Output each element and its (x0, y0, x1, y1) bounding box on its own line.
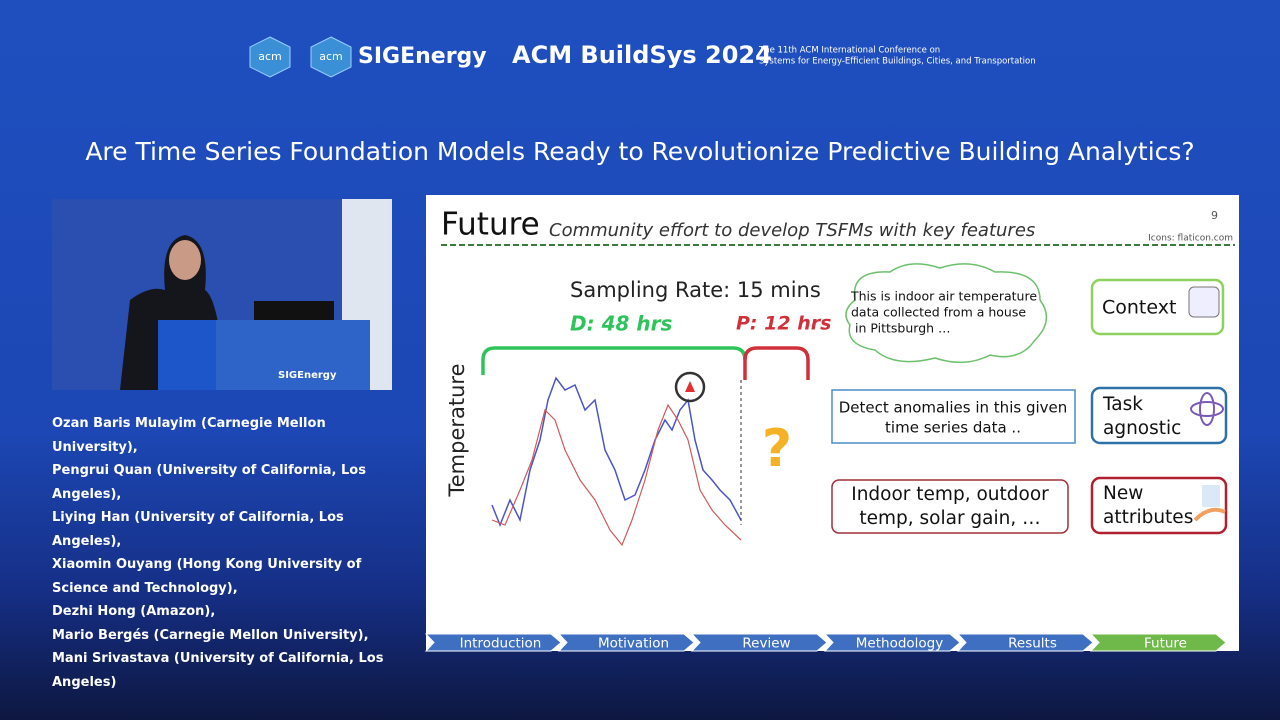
nav-item: Motivation (598, 636, 669, 652)
task-box (831, 389, 1076, 444)
sig-name: SIGEnergy (358, 44, 487, 69)
author: Mario Bergés (Carnegie Mellon University… (52, 627, 369, 643)
cloud (845, 263, 1048, 364)
question: ? (762, 419, 792, 479)
sig-logo: acm (319, 50, 343, 63)
new-attributes: attributes (1103, 507, 1193, 528)
new-attributes-box (1090, 476, 1228, 535)
podium (158, 320, 216, 390)
nav-segment (1089, 633, 1227, 652)
slide-subtitle: Community effort to develop TSFMs with k… (549, 220, 1035, 241)
acm-logo: acm (258, 50, 282, 63)
nav-item: Introduction (460, 636, 542, 652)
icon-list (1202, 485, 1220, 507)
conference: ACM BuildSys 2024 (512, 41, 772, 69)
p-bracket (743, 346, 810, 380)
task-text: Detect anomalies in this given (839, 399, 1068, 417)
nav-item: Results (1008, 636, 1057, 652)
page-number: 9 (1211, 209, 1218, 222)
attributes-text: Indoor temp, outdoor (851, 484, 1049, 505)
podium-front (216, 320, 370, 390)
icon-magnifier (674, 371, 706, 403)
talk-title: Are Time Series Foundation Models Ready … (85, 137, 1194, 166)
acm-logo-shape (249, 36, 291, 78)
author: Ozan Baris Mulayim (Carnegie Mellon Univ… (52, 416, 326, 455)
slide-title: Future (441, 207, 540, 243)
nav-item: Review (742, 636, 790, 652)
attributes-box (831, 479, 1069, 534)
series-line (491, 376, 742, 528)
cloud-text: This is indoor air temperature (850, 289, 1037, 304)
task-agnostic-box (1090, 386, 1228, 445)
cloud-text: in Pittsburgh … (855, 321, 951, 336)
icon-hand (1193, 507, 1226, 522)
nav-segment (557, 633, 695, 652)
icon-atom (1199, 392, 1215, 426)
d-bracket (481, 346, 747, 375)
icon-atom (1190, 401, 1224, 417)
icon-warning (685, 381, 695, 392)
nav-segment (823, 633, 961, 652)
authors: Ozan Baris Mulayim (Carnegie Mellon Univ… (52, 412, 397, 694)
icon-context (1188, 286, 1220, 318)
sig-logo-shape (310, 36, 352, 78)
author: Dezhi Hong (Amazon), (52, 604, 216, 619)
author: Mani Srivastava (University of Californi… (52, 651, 384, 690)
podium-text: SIGEnergy (278, 370, 337, 381)
nav-segment (690, 633, 828, 652)
author: Liying Han (University of California, Lo… (52, 510, 344, 549)
author: Xiaomin Ouyang (Hong Kong University of … (52, 557, 362, 596)
new-attributes: New (1103, 483, 1143, 504)
p-label: P: 12 hrs (736, 313, 831, 335)
task-agnostic: agnostic (1103, 418, 1181, 439)
context: Context (1102, 297, 1176, 319)
d-label: D: 48 hrs (570, 312, 672, 336)
conference-line: Systems for Energy-Efficient Buildings, … (759, 57, 1036, 67)
attributes-text: temp, solar gain, … (859, 508, 1040, 529)
conference-line: The 11th ACM International Conference on (758, 46, 940, 56)
series-line (491, 403, 742, 547)
nav-item: Methodology (856, 636, 943, 652)
task-text: time series data .. (885, 419, 1021, 437)
y-axis-label: Temperature (445, 363, 469, 497)
nav-segment (424, 633, 562, 652)
laptop (254, 301, 334, 321)
task-agnostic: Task (1102, 394, 1143, 415)
credit: Icons: flaticon.com (1148, 234, 1233, 244)
nav-item: Future (1144, 636, 1187, 652)
cloud-text: data collected from a house (851, 305, 1026, 320)
author: Pengrui Quan (University of California, … (52, 463, 366, 502)
nav-segment (956, 633, 1094, 652)
sampling-rate: Sampling Rate: 15 mins (570, 278, 821, 302)
speaker-face (169, 240, 201, 280)
